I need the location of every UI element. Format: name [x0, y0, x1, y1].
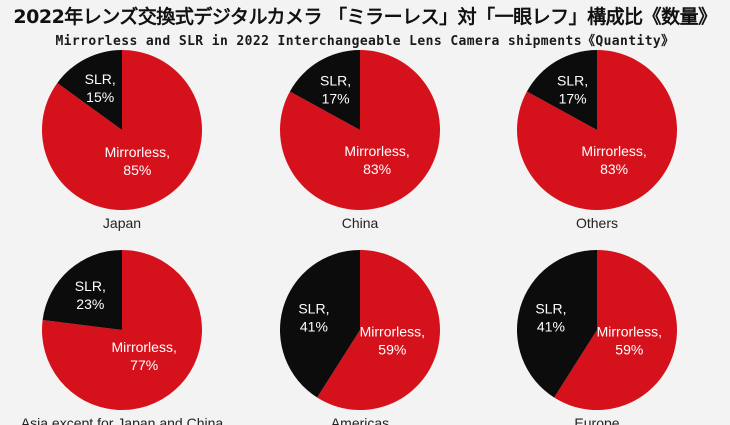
- asia-except-for-japan-and-china-mirrorless-label: Mirrorless,: [112, 339, 177, 355]
- americas-caption: Americas: [331, 415, 389, 425]
- pie-americas: Mirrorless, 59% SLR, 41% Americas: [279, 250, 440, 425]
- americas-mirrorless-label: Mirrorless,: [360, 323, 425, 339]
- americas-slr-label: SLR,: [298, 301, 329, 317]
- pie-asia-except-for-japan-and-china: Mirrorless, 77% SLR, 23% Asia except for Jap…: [21, 250, 224, 425]
- asia-except-for-japan-and-china-mirrorless-slice: [41, 250, 202, 411]
- china-mirrorless-label: Mirrorless,: [344, 143, 409, 159]
- asia-except-for-japan-and-china-slr-value-label: 23%: [76, 296, 104, 312]
- china-caption: China: [342, 215, 379, 231]
- japan-mirrorless-value-label: 85%: [123, 162, 151, 178]
- pie-china: Mirrorless, 83% SLR, 17% China: [280, 50, 441, 231]
- china-slr-slice: [289, 50, 360, 130]
- europe-mirrorless-value-label: 59%: [615, 341, 643, 357]
- europe-mirrorless-slice: [554, 250, 677, 410]
- americas-mirrorless-value-label: 59%: [378, 341, 406, 357]
- china-slr-label: SLR,: [320, 73, 351, 89]
- others-slr-value-label: 17%: [559, 91, 587, 107]
- europe-slr-label: SLR,: [535, 301, 566, 317]
- europe-slr-slice: [516, 249, 597, 398]
- europe-mirrorless-label: Mirrorless,: [597, 323, 662, 339]
- japan-slr-value-label: 15%: [86, 89, 114, 105]
- chart-subtitle: Mirrorless and SLR in 2022 Interchangeab…: [55, 34, 675, 49]
- others-mirrorless-value-label: 83%: [600, 161, 628, 177]
- others-slr-label: SLR,: [557, 73, 588, 89]
- asia-except-for-japan-and-china-slr-label: SLR,: [75, 278, 106, 294]
- americas-slr-value-label: 41%: [300, 319, 328, 335]
- americas-slr-slice: [279, 250, 360, 398]
- japan-mirrorless-slice: [42, 50, 203, 210]
- pie-europe: Mirrorless, 59% SLR, 41% Europe: [516, 249, 677, 425]
- others-mirrorless-slice: [517, 50, 678, 210]
- europe-caption: Europe: [574, 415, 619, 425]
- pie-japan: Mirrorless, 85% SLR, 15% Japan: [42, 50, 203, 231]
- japan-caption: Japan: [103, 215, 141, 231]
- japan-mirrorless-label: Mirrorless,: [105, 144, 170, 160]
- others-caption: Others: [576, 215, 618, 231]
- asia-except-for-japan-and-china-slr-slice: [42, 250, 122, 330]
- chart-title: 2022年レンズ交換式デジタルカメラ 「ミラーレス」対「一眼レフ」構成比《数量》: [13, 6, 717, 28]
- europe-slr-value-label: 41%: [537, 319, 565, 335]
- asia-except-for-japan-and-china-mirrorless-value-label: 77%: [130, 357, 158, 373]
- china-mirrorless-value-label: 83%: [363, 161, 391, 177]
- pie-others: Mirrorless, 83% SLR, 17% Others: [517, 50, 678, 231]
- japan-slr-label: SLR,: [85, 71, 116, 87]
- others-slr-slice: [526, 50, 597, 130]
- asia-except-for-japan-and-china-caption: Asia except for Japan and China: [21, 415, 224, 425]
- china-slr-value-label: 17%: [322, 91, 350, 107]
- americas-mirrorless-slice: [317, 250, 440, 410]
- japan-slr-slice: [57, 50, 122, 130]
- china-mirrorless-slice: [280, 50, 441, 210]
- others-mirrorless-label: Mirrorless,: [581, 143, 646, 159]
